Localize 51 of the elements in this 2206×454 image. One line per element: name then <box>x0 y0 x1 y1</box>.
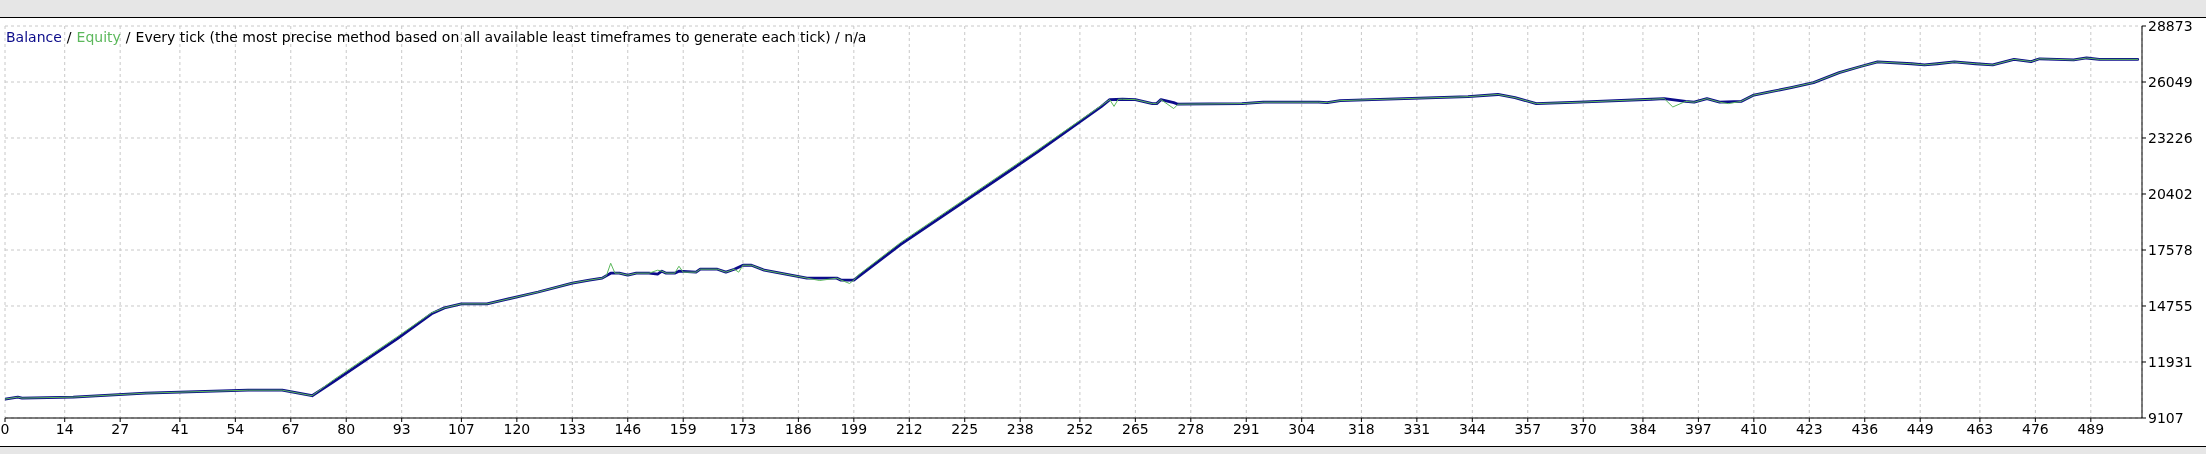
x-tick-label: 423 <box>1795 420 1823 437</box>
x-tick-label: 225 <box>951 420 979 437</box>
x-tick-label: 265 <box>1121 420 1149 437</box>
x-tick-label: 27 <box>111 420 130 437</box>
x-tick-label: 133 <box>558 420 586 437</box>
x-tick-label: 489 <box>2077 420 2105 437</box>
y-tick-label: 11931 <box>2148 353 2193 370</box>
x-tick-label: 304 <box>1288 420 1316 437</box>
x-tick-label: 186 <box>785 420 812 437</box>
x-tick-label: 291 <box>1232 420 1260 437</box>
x-tick-label: 252 <box>1066 420 1094 437</box>
x-tick-label: 67 <box>281 420 300 437</box>
x-tick-label: 0 <box>0 420 10 437</box>
y-tick-label: 20402 <box>2148 185 2193 202</box>
x-tick-label: 159 <box>669 420 697 437</box>
x-tick-label: 212 <box>895 420 923 437</box>
x-tick-label: 80 <box>337 420 356 437</box>
x-tick-label: 384 <box>1629 420 1657 437</box>
x-tick-label: 14 <box>55 420 74 437</box>
x-tick-label: 449 <box>1906 420 1934 437</box>
x-tick-label: 41 <box>170 420 189 437</box>
annotation: / <box>66 29 72 45</box>
x-tick-label: 120 <box>503 420 531 437</box>
x-tick-label: 331 <box>1403 420 1431 437</box>
x-tick-label: 344 <box>1458 420 1486 437</box>
y-tick-label: 28873 <box>2148 17 2193 34</box>
x-tick-label: 107 <box>448 420 475 437</box>
x-tick-label: 397 <box>1685 420 1712 437</box>
x-tick-label: 370 <box>1569 420 1597 437</box>
x-tick-label: 410 <box>1740 420 1768 437</box>
annotation: / <box>125 29 131 45</box>
y-tick-label: 9107 <box>2148 409 2184 426</box>
x-tick-label: 278 <box>1177 420 1205 437</box>
x-tick-label: 357 <box>1514 420 1542 437</box>
x-tick-label: 476 <box>2022 420 2049 437</box>
x-tick-label: 146 <box>614 420 642 437</box>
x-tick-label: 173 <box>729 420 757 437</box>
text: Equity <box>76 29 121 45</box>
x-tick-label: 199 <box>840 420 868 437</box>
text: Balance <box>6 29 62 45</box>
chart-title: Every tick (the most precise method based on all available least timeframes to generate each tick) / n/a <box>135 29 867 45</box>
x-tick-label: 436 <box>1851 420 1879 437</box>
y-tick-label: 17578 <box>2148 241 2193 258</box>
x-tick-label: 54 <box>226 420 245 437</box>
x-tick-label: 93 <box>392 420 411 437</box>
x-tick-label: 463 <box>1966 420 1994 437</box>
y-tick-label: 23226 <box>2148 129 2193 146</box>
x-tick-label: 318 <box>1348 420 1375 437</box>
x-tick-label: 238 <box>1006 420 1034 437</box>
y-tick-label: 26049 <box>2148 73 2193 90</box>
y-tick-label: 14755 <box>2148 297 2193 314</box>
